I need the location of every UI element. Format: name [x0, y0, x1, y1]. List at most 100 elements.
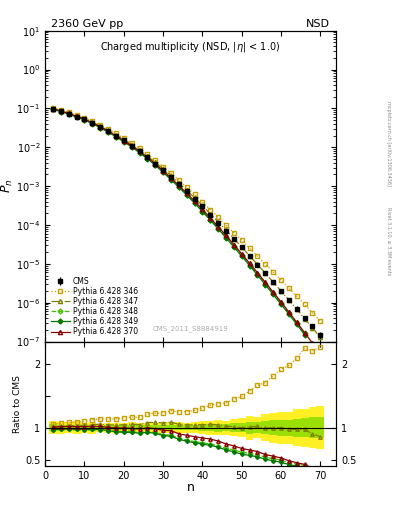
Pythia 6.428 349	[200, 208, 205, 215]
Pythia 6.428 347	[247, 252, 252, 259]
Pythia 6.428 348	[98, 124, 103, 131]
Pythia 6.428 349	[247, 263, 252, 269]
Pythia 6.428 346	[318, 318, 323, 324]
Pythia 6.428 347	[310, 325, 315, 331]
Pythia 6.428 370	[263, 279, 268, 285]
Pythia 6.428 347	[294, 306, 299, 312]
Pythia 6.428 347	[114, 132, 118, 138]
Pythia 6.428 370	[98, 124, 103, 130]
Pythia 6.428 347	[192, 195, 197, 201]
Pythia 6.428 347	[224, 227, 228, 233]
Pythia 6.428 349	[224, 234, 228, 241]
Pythia 6.428 370	[161, 168, 165, 174]
Pythia 6.428 348	[239, 252, 244, 259]
Pythia 6.428 349	[208, 217, 213, 223]
Pythia 6.428 347	[286, 297, 291, 303]
Pythia 6.428 349	[231, 244, 236, 250]
Pythia 6.428 346	[184, 184, 189, 190]
Pythia 6.428 347	[82, 116, 87, 122]
Pythia 6.428 370	[184, 190, 189, 196]
Text: Rivet 3.1.10, ≥ 3.3M events: Rivet 3.1.10, ≥ 3.3M events	[386, 206, 391, 275]
Pythia 6.428 348	[153, 162, 158, 168]
Pythia 6.428 347	[90, 119, 95, 125]
Pythia 6.428 347	[106, 127, 110, 134]
Pythia 6.428 346	[121, 135, 126, 141]
Pythia 6.428 346	[286, 285, 291, 291]
Pythia 6.428 348	[169, 176, 173, 182]
Pythia 6.428 370	[192, 198, 197, 204]
Pythia 6.428 347	[137, 147, 142, 154]
Pythia 6.428 370	[145, 154, 150, 160]
Pythia 6.428 370	[66, 111, 71, 117]
Pythia 6.428 347	[66, 110, 71, 116]
Pythia 6.428 346	[153, 157, 158, 163]
Pythia 6.428 349	[90, 120, 95, 126]
Pythia 6.428 348	[66, 111, 71, 117]
Text: mcplots.cern.ch [arXiv:1306.3436]: mcplots.cern.ch [arXiv:1306.3436]	[386, 101, 391, 186]
Pythia 6.428 370	[121, 138, 126, 144]
Pythia 6.428 346	[192, 191, 197, 198]
Pythia 6.428 346	[271, 269, 275, 275]
Pythia 6.428 370	[279, 299, 283, 305]
Pythia 6.428 348	[255, 271, 260, 277]
Pythia 6.428 348	[302, 330, 307, 336]
Pythia 6.428 347	[302, 315, 307, 322]
Pythia 6.428 349	[255, 272, 260, 278]
Line: Pythia 6.428 349: Pythia 6.428 349	[51, 108, 306, 336]
Pythia 6.428 349	[192, 200, 197, 206]
Pythia 6.428 346	[216, 214, 220, 220]
Pythia 6.428 347	[121, 137, 126, 143]
Pythia 6.428 348	[208, 217, 213, 223]
Pythia 6.428 349	[145, 156, 150, 162]
Text: CMS_2011_S8884919: CMS_2011_S8884919	[153, 326, 228, 332]
Pythia 6.428 346	[106, 126, 110, 132]
Pythia 6.428 347	[318, 334, 323, 340]
Pythia 6.428 370	[137, 148, 142, 155]
Pythia 6.428 370	[216, 224, 220, 230]
Pythia 6.428 349	[302, 332, 307, 338]
Line: Pythia 6.428 348: Pythia 6.428 348	[51, 108, 306, 335]
Pythia 6.428 349	[263, 282, 268, 288]
Pythia 6.428 370	[106, 128, 110, 134]
Pythia 6.428 370	[59, 108, 63, 114]
Pythia 6.428 346	[208, 206, 213, 212]
Pythia 6.428 348	[114, 134, 118, 140]
Pythia 6.428 348	[263, 281, 268, 287]
Pythia 6.428 346	[137, 145, 142, 152]
Pythia 6.428 347	[176, 180, 181, 186]
Pythia 6.428 370	[74, 113, 79, 119]
Pythia 6.428 370	[318, 351, 323, 357]
Pythia 6.428 349	[129, 144, 134, 150]
Pythia 6.428 370	[239, 251, 244, 257]
Pythia 6.428 346	[51, 105, 55, 111]
Pythia 6.428 348	[161, 169, 165, 175]
Pythia 6.428 370	[247, 260, 252, 266]
Pythia 6.428 347	[216, 219, 220, 225]
Pythia 6.428 346	[200, 199, 205, 205]
Pythia 6.428 370	[82, 116, 87, 122]
Pythia 6.428 348	[192, 200, 197, 206]
Pythia 6.428 370	[153, 161, 158, 167]
Pythia 6.428 346	[114, 131, 118, 137]
Pythia 6.428 349	[161, 169, 165, 175]
Pythia 6.428 348	[224, 234, 228, 240]
Pythia 6.428 348	[247, 262, 252, 268]
Pythia 6.428 346	[59, 107, 63, 113]
Pythia 6.428 348	[137, 150, 142, 156]
Pythia 6.428 348	[294, 320, 299, 326]
Pythia 6.428 349	[59, 109, 63, 115]
Pythia 6.428 347	[255, 261, 260, 267]
Pythia 6.428 370	[169, 175, 173, 181]
Pythia 6.428 370	[294, 319, 299, 325]
Pythia 6.428 349	[279, 301, 283, 307]
Line: Pythia 6.428 346: Pythia 6.428 346	[51, 106, 322, 323]
Pythia 6.428 370	[208, 215, 213, 221]
Pythia 6.428 370	[176, 182, 181, 188]
Pythia 6.428 348	[279, 300, 283, 306]
Pythia 6.428 370	[302, 330, 307, 336]
Pythia 6.428 349	[216, 226, 220, 232]
Pythia 6.428 349	[239, 253, 244, 259]
Pythia 6.428 349	[184, 192, 189, 198]
Pythia 6.428 370	[114, 133, 118, 139]
Text: 2360 GeV pp: 2360 GeV pp	[51, 19, 123, 29]
